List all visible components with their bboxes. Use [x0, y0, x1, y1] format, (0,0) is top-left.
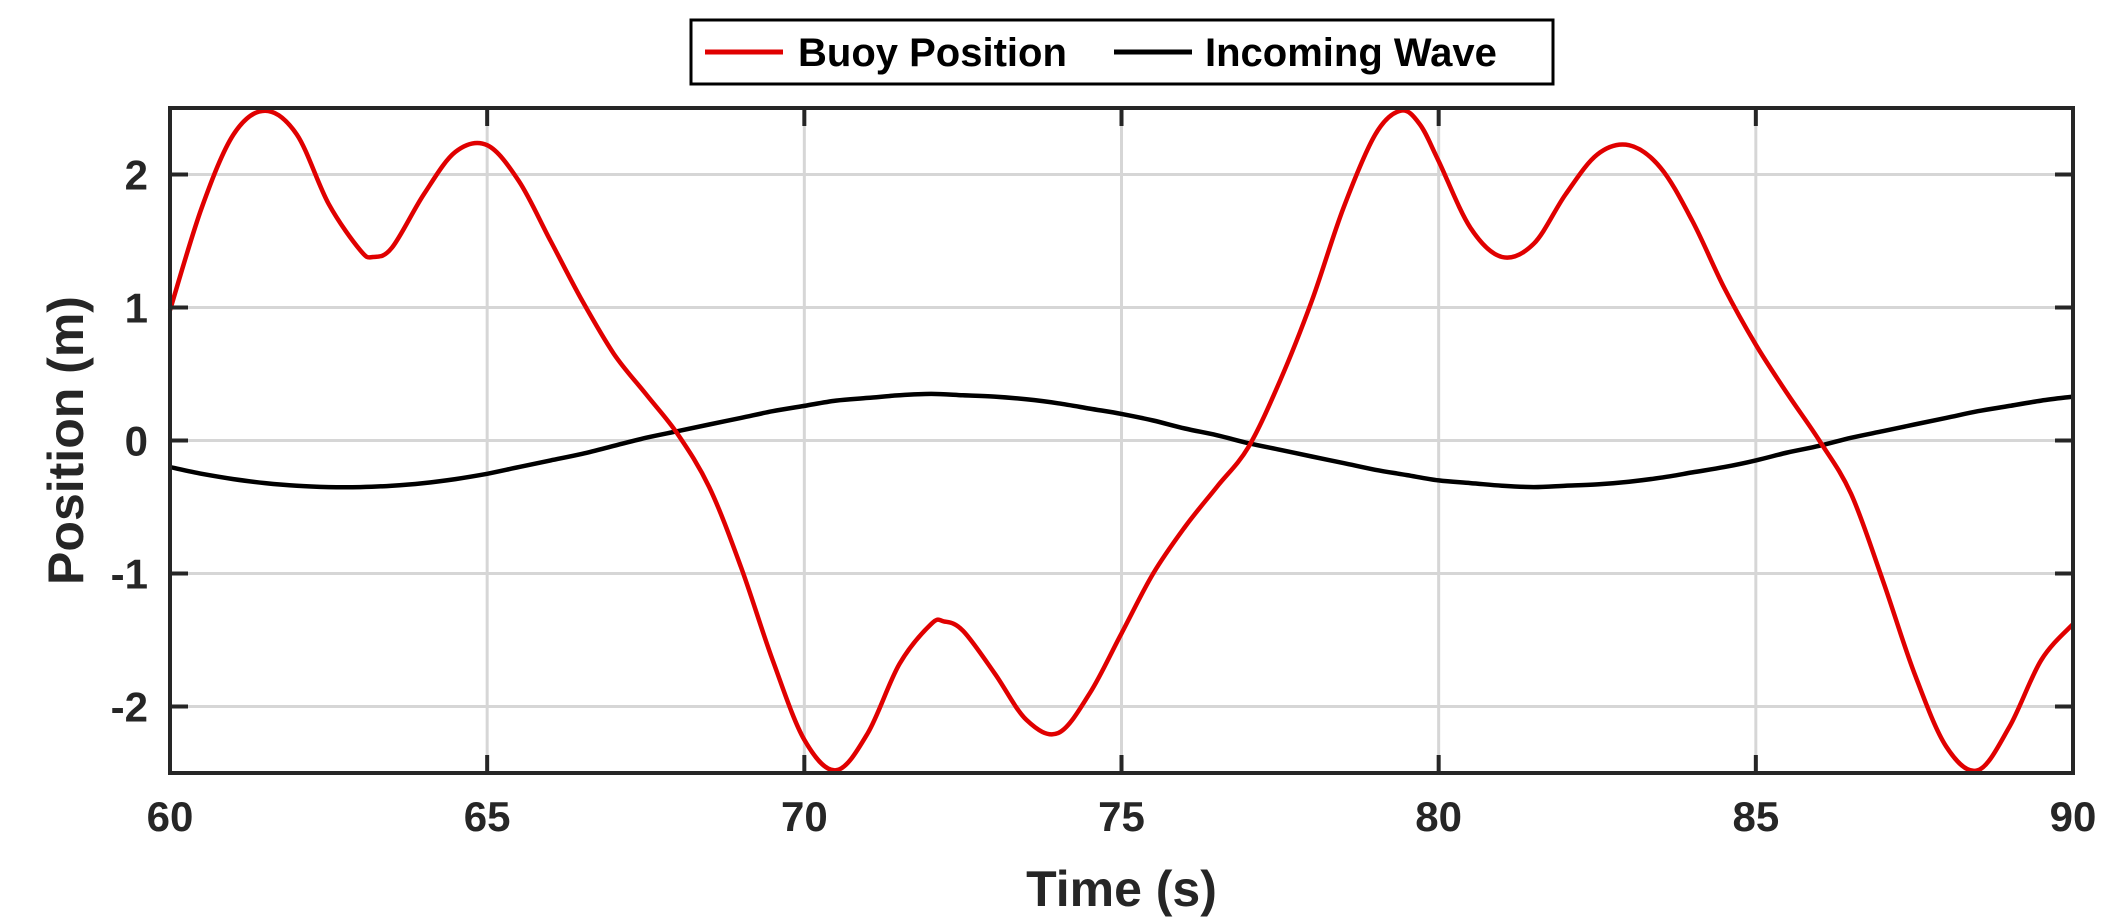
y-axis-title: Position (m)	[38, 296, 94, 585]
x-tick-label: 80	[1415, 793, 1462, 840]
x-tick-label: 60	[147, 793, 194, 840]
tick-labels: 60 65 70 75 80 85 90 -2 -1 0 1 2	[111, 152, 2097, 841]
y-tick-label: 2	[125, 152, 148, 199]
legend-label-buoy-position: Buoy Position	[798, 31, 1067, 75]
x-tick-label: 75	[1098, 793, 1145, 840]
series-line-incoming-wave	[169, 391, 2074, 490]
x-tick-label: 65	[464, 793, 511, 840]
legend-label-incoming-wave: Incoming Wave	[1205, 31, 1497, 75]
series-lines	[167, 108, 2075, 774]
legend: Buoy Position Incoming Wave	[689, 18, 1555, 86]
x-tick-label: 90	[2050, 793, 2097, 840]
y-tick-label: -2	[111, 684, 148, 731]
x-axis-title: Time (s)	[1026, 861, 1217, 917]
y-tick-label: -1	[111, 551, 148, 598]
series-line-buoy-position	[167, 108, 2075, 774]
y-tick-label: 1	[125, 285, 148, 332]
grid-lines	[170, 108, 2073, 773]
x-tick-label: 85	[1732, 793, 1779, 840]
axis-ticks	[168, 108, 2075, 773]
y-tick-label: 0	[125, 418, 148, 465]
x-tick-label: 70	[781, 793, 828, 840]
